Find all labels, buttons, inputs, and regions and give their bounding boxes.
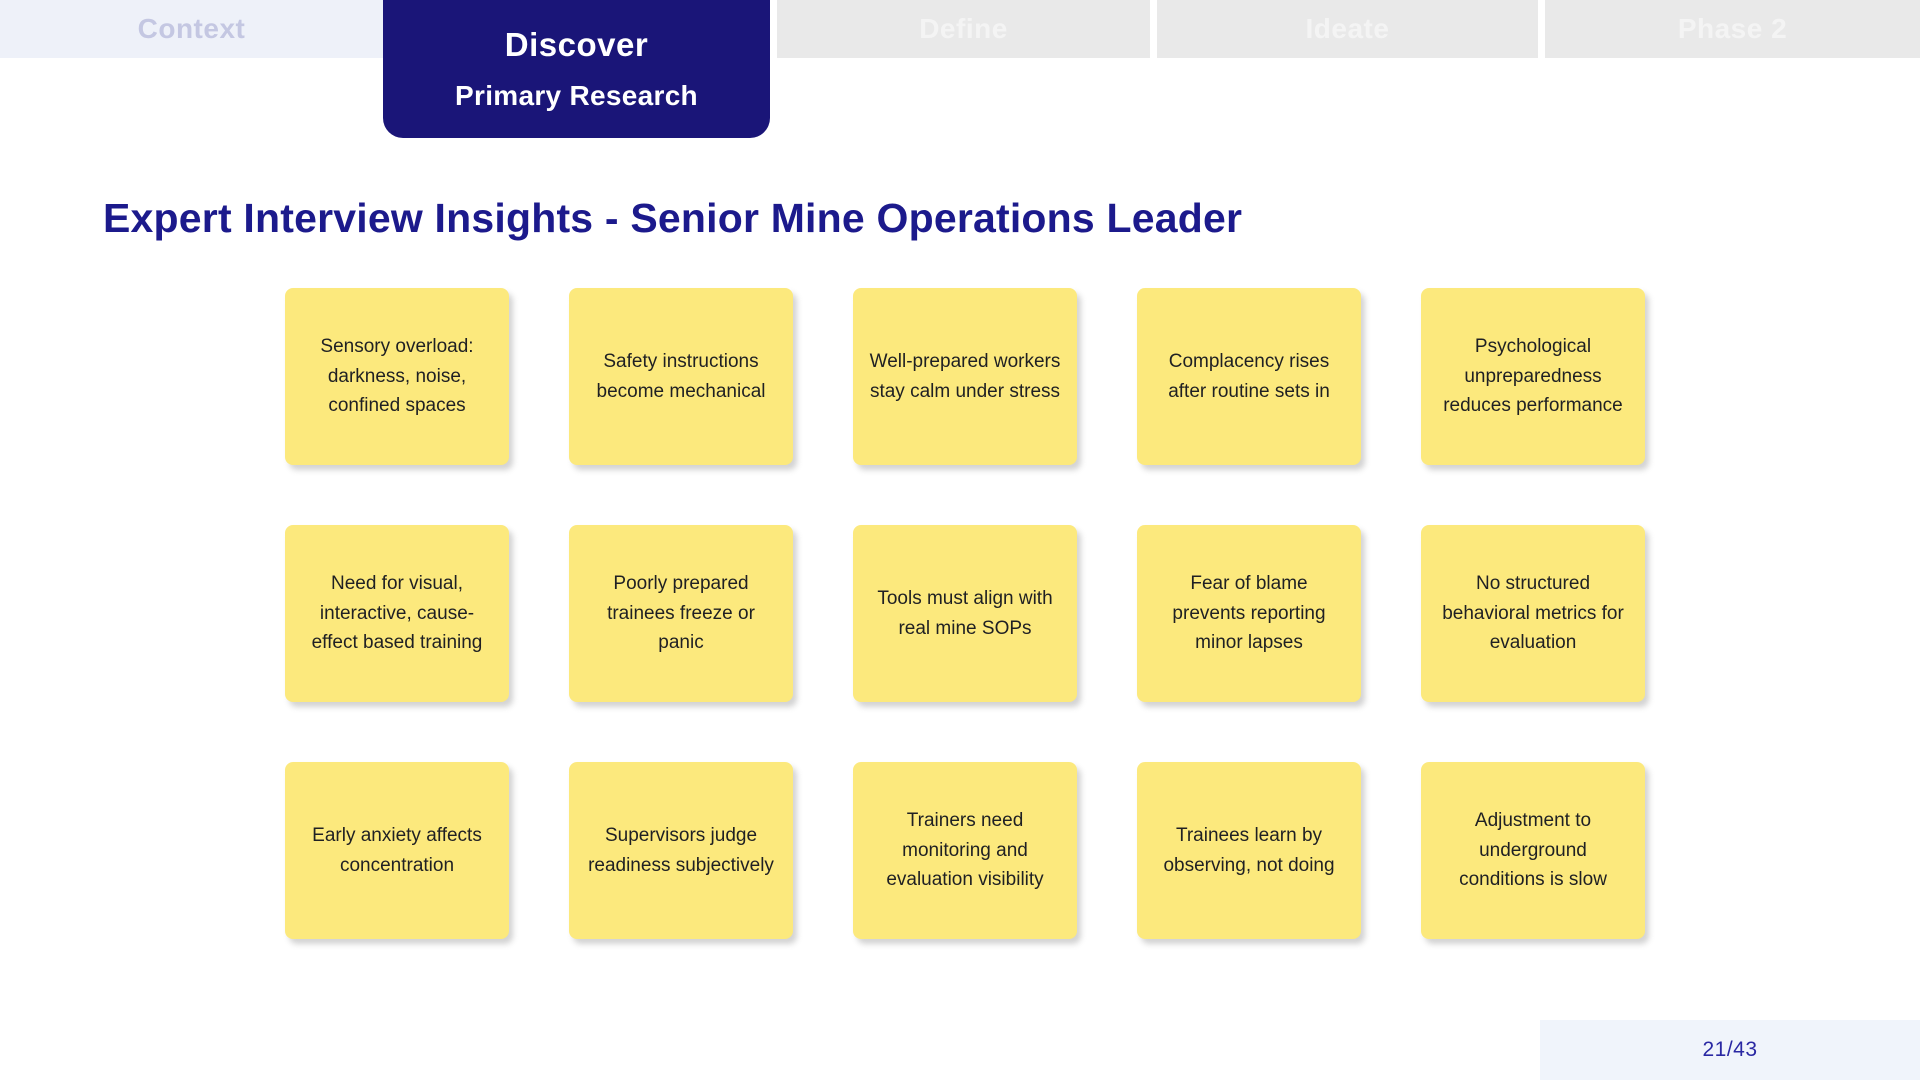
tab-ideate[interactable]: Ideate [1157,0,1538,58]
sticky-note: Safety instructions become mechanical [569,288,793,465]
tab-discover-label: Discover [504,26,649,63]
tab-discover-sublabel: Primary Research [455,80,698,111]
sticky-note: Psychological unpreparedness reduces per… [1421,288,1645,465]
tab-phase-2-label: Phase 2 [1677,13,1788,44]
page-indicator: 21/43 [1702,1038,1758,1061]
sticky-note: Trainers need monitoring and evaluation … [853,762,1077,939]
page-title: Expert Interview Insights - Senior Mine … [103,195,1243,242]
tab-context[interactable]: Context [0,0,383,58]
sticky-note: Need for visual, interactive, cause-effe… [285,525,509,702]
tab-ideate-label: Ideate [1305,13,1390,44]
sticky-note: Trainees learn by observing, not doing [1137,762,1361,939]
sticky-note: Early anxiety affects concentration [285,762,509,939]
sticky-note: Poorly prepared trainees freeze or panic [569,525,793,702]
tab-define-label: Define [919,13,1008,44]
sticky-note: Fear of blame prevents reporting minor l… [1137,525,1361,702]
tab-discover[interactable]: Discover Primary Research [383,0,770,138]
sticky-note: Complacency rises after routine sets in [1137,288,1361,465]
tab-context-label: Context [137,13,246,44]
sticky-note: Sensory overload: darkness, noise, confi… [285,288,509,465]
tab-define[interactable]: Define [777,0,1150,58]
sticky-note: Tools must align with real mine SOPs [853,525,1077,702]
sticky-note: Adjustment to underground conditions is … [1421,762,1645,939]
sticky-note: Supervisors judge readiness subjectively [569,762,793,939]
tab-phase-2[interactable]: Phase 2 [1545,0,1920,58]
page-indicator-bar: 21/43 [1540,1020,1920,1080]
sticky-note: Well-prepared workers stay calm under st… [853,288,1077,465]
sticky-notes-grid: Sensory overload: darkness, noise, confi… [285,288,1645,939]
sticky-note: No structured behavioral metrics for eva… [1421,525,1645,702]
